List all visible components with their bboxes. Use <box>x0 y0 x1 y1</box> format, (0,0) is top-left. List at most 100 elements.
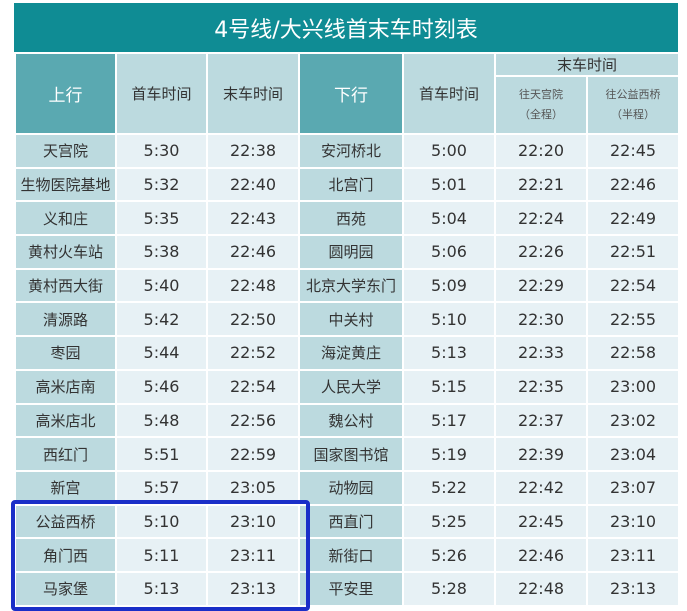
up-station: 义和庄 <box>14 200 117 237</box>
header-up-first: 首车时间 <box>115 52 208 135</box>
down-last-half: 22:45 <box>585 133 681 169</box>
up-last: 22:46 <box>206 234 300 270</box>
down-last-half: 23:04 <box>585 436 681 472</box>
highlight-box <box>11 500 310 611</box>
down-last-full: 22:33 <box>494 335 588 371</box>
header-note: （全程） <box>519 108 563 121</box>
down-station: 圆明园 <box>298 234 404 270</box>
up-last: 22:54 <box>206 368 300 405</box>
up-last: 23:10 <box>206 503 300 540</box>
down-last-half: 23:02 <box>585 402 681 439</box>
up-last: 22:43 <box>206 200 300 237</box>
header-note: （半程） <box>611 108 655 121</box>
down-last-full: 22:46 <box>494 537 588 573</box>
up-last: 23:11 <box>206 537 300 573</box>
down-last-full: 22:20 <box>494 133 588 169</box>
down-station: 国家图书馆 <box>298 436 404 472</box>
down-last-half: 23:07 <box>585 469 681 506</box>
table-row: 生物医院基地 5:32 22:40 北宫门 5:01 22:21 22:46 <box>14 166 681 203</box>
table-row: 马家堡 5:13 23:13 平安里 5:28 22:48 23:13 <box>14 570 681 607</box>
down-last-half: 22:58 <box>585 335 681 371</box>
up-station: 西红门 <box>14 436 117 472</box>
down-last-full: 22:39 <box>494 436 588 472</box>
up-last: 22:48 <box>206 267 300 304</box>
down-last-half: 23:13 <box>585 570 681 607</box>
up-first: 5:13 <box>115 570 208 607</box>
down-last-half: 23:10 <box>585 503 681 540</box>
down-station: 北京大学东门 <box>298 267 404 304</box>
down-station: 新街口 <box>298 537 404 573</box>
down-station: 西苑 <box>298 200 404 237</box>
header-label: 往天宫院 <box>519 88 563 101</box>
table-row: 角门西 5:11 23:11 新街口 5:26 22:46 23:11 <box>14 537 681 573</box>
up-last: 22:59 <box>206 436 300 472</box>
down-first: 5:13 <box>402 335 496 371</box>
up-first: 5:57 <box>115 469 208 506</box>
down-station: 安河桥北 <box>298 133 404 169</box>
table-row: 公益西桥 5:10 23:10 西直门 5:25 22:45 23:10 <box>14 503 681 540</box>
up-first: 5:40 <box>115 267 208 304</box>
table-row: 高米店北 5:48 22:56 魏公村 5:17 22:37 23:02 <box>14 402 681 439</box>
down-station: 西直门 <box>298 503 404 540</box>
header-to-gongyixiqiao: 往公益西桥 （半程） <box>585 75 681 135</box>
down-last-half: 22:51 <box>585 234 681 270</box>
down-first: 5:15 <box>402 368 496 405</box>
up-first: 5:48 <box>115 402 208 439</box>
down-first: 5:19 <box>402 436 496 472</box>
down-first: 5:09 <box>402 267 496 304</box>
table-row: 枣园 5:44 22:52 海淀黄庄 5:13 22:33 22:58 <box>14 335 681 371</box>
header-up-last: 末车时间 <box>206 52 300 135</box>
down-first: 5:00 <box>402 133 496 169</box>
up-station: 黄村西大街 <box>14 267 117 304</box>
down-first: 5:25 <box>402 503 496 540</box>
down-station: 海淀黄庄 <box>298 335 404 371</box>
up-last: 22:50 <box>206 301 300 338</box>
up-first: 5:11 <box>115 537 208 573</box>
down-last-full: 22:42 <box>494 469 588 506</box>
table-row: 黄村火车站 5:38 22:46 圆明园 5:06 22:26 22:51 <box>14 234 681 270</box>
header-to-tiangongyuan: 往天宫院 （全程） <box>494 75 588 135</box>
up-station: 枣园 <box>14 335 117 371</box>
up-station: 生物医院基地 <box>14 166 117 203</box>
up-last: 23:13 <box>206 570 300 607</box>
up-station: 高米店南 <box>14 368 117 405</box>
down-last-full: 22:30 <box>494 301 588 338</box>
up-last: 22:40 <box>206 166 300 203</box>
up-station: 角门西 <box>14 537 117 573</box>
down-last-full: 22:45 <box>494 503 588 540</box>
down-first: 5:17 <box>402 402 496 439</box>
up-first: 5:46 <box>115 368 208 405</box>
down-first: 5:04 <box>402 200 496 237</box>
header-down: 下行 <box>298 52 404 135</box>
down-last-half: 23:11 <box>585 537 681 573</box>
down-last-full: 22:37 <box>494 402 588 439</box>
up-first: 5:30 <box>115 133 208 169</box>
down-last-full: 22:29 <box>494 267 588 304</box>
table-row: 新宫 5:57 23:05 动物园 5:22 22:42 23:07 <box>14 469 681 506</box>
down-last-full: 22:21 <box>494 166 588 203</box>
down-last-half: 22:49 <box>585 200 681 237</box>
down-first: 5:26 <box>402 537 496 573</box>
down-station: 北宫门 <box>298 166 404 203</box>
table-row: 清源路 5:42 22:50 中关村 5:10 22:30 22:55 <box>14 301 681 338</box>
up-station: 公益西桥 <box>14 503 117 540</box>
down-last-half: 22:46 <box>585 166 681 203</box>
up-last: 22:38 <box>206 133 300 169</box>
up-first: 5:35 <box>115 200 208 237</box>
page-title: 4号线/大兴线首末车时刻表 <box>14 3 678 52</box>
down-station: 平安里 <box>298 570 404 607</box>
up-station: 黄村火车站 <box>14 234 117 270</box>
down-station: 魏公村 <box>298 402 404 439</box>
up-station: 清源路 <box>14 301 117 338</box>
table-row: 义和庄 5:35 22:43 西苑 5:04 22:24 22:49 <box>14 200 681 237</box>
down-station: 中关村 <box>298 301 404 338</box>
down-first: 5:28 <box>402 570 496 607</box>
up-first: 5:42 <box>115 301 208 338</box>
table-row: 高米店南 5:46 22:54 人民大学 5:15 22:35 23:00 <box>14 368 681 405</box>
up-station: 马家堡 <box>14 570 117 607</box>
down-last-half: 22:55 <box>585 301 681 338</box>
down-last-full: 22:26 <box>494 234 588 270</box>
up-first: 5:10 <box>115 503 208 540</box>
up-station: 高米店北 <box>14 402 117 439</box>
up-first: 5:32 <box>115 166 208 203</box>
